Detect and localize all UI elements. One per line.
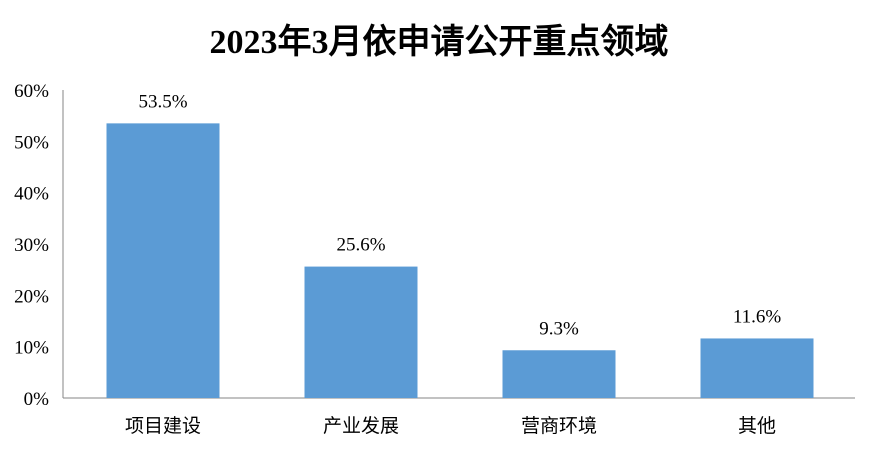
x-tick-label: 项目建设	[125, 415, 201, 437]
bar-3	[502, 350, 616, 398]
bar-1	[106, 123, 220, 398]
y-tick-label: 60%	[14, 81, 49, 102]
bar-4	[700, 338, 814, 398]
bar-2	[304, 266, 418, 398]
chart-title: 2023年3月依申请公开重点领域	[209, 24, 669, 61]
x-tick-label: 营商环境	[521, 415, 597, 437]
data-label: 53.5%	[138, 91, 187, 112]
data-label: 11.6%	[733, 306, 782, 327]
y-tick-label: 40%	[14, 184, 49, 205]
y-tick-label: 0%	[24, 389, 50, 410]
y-tick-label: 10%	[14, 338, 49, 359]
y-tick-label: 50%	[14, 132, 49, 153]
y-tick-label: 30%	[14, 235, 49, 256]
x-tick-label: 其他	[738, 415, 776, 437]
data-label: 9.3%	[539, 318, 579, 339]
data-label: 25.6%	[336, 235, 385, 256]
x-tick-label: 产业发展	[323, 415, 399, 437]
y-tick-label: 20%	[14, 286, 49, 307]
